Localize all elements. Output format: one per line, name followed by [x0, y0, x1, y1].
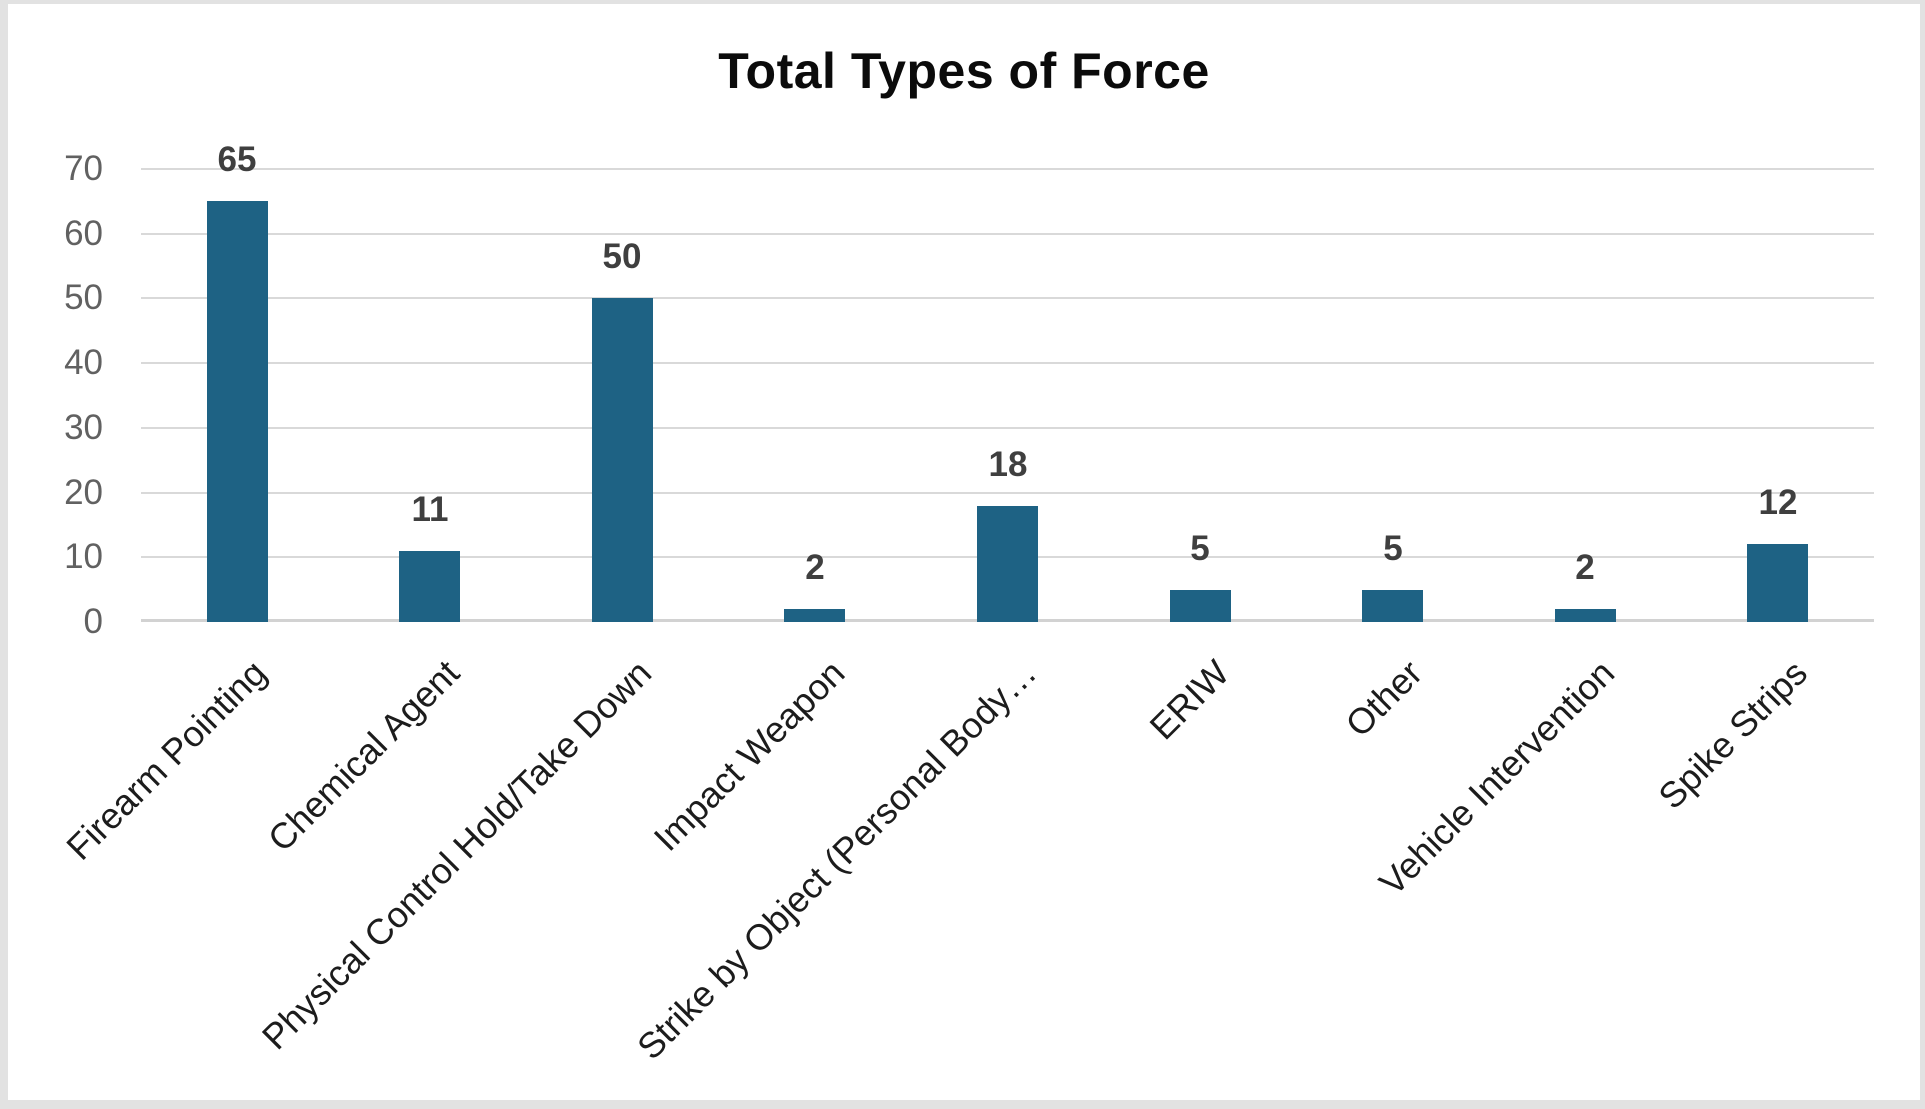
bar	[1362, 590, 1423, 622]
y-axis-tick-label: 60	[64, 214, 103, 253]
x-axis-category-label: Other	[1337, 652, 1430, 745]
y-axis-tick-label: 20	[64, 473, 103, 512]
bar	[1555, 609, 1616, 622]
bar-value-label: 11	[411, 489, 449, 529]
y-axis-tick-label: 30	[64, 408, 103, 447]
y-axis-tick-label: 0	[83, 602, 103, 641]
bar	[1170, 590, 1231, 622]
bar	[977, 506, 1038, 622]
gridline	[141, 233, 1874, 235]
bar-value-label: 5	[1190, 528, 1210, 568]
bar-value-label: 2	[1575, 547, 1595, 587]
bar	[784, 609, 845, 622]
bar	[207, 201, 268, 622]
x-axis-category-label: Chemical Agent	[259, 652, 467, 860]
bar-value-label: 12	[1758, 482, 1798, 522]
bar	[399, 551, 460, 622]
bar	[1747, 544, 1808, 622]
bar-value-label: 50	[602, 236, 642, 276]
x-axis-category-label: ERIW	[1141, 652, 1237, 748]
bar	[592, 298, 653, 622]
bar-value-label: 65	[217, 139, 257, 179]
plot-area: 65 11 50 2 18 5 5 2 12	[141, 140, 1874, 622]
x-axis-category-label: Physical Control Hold/Take Down	[253, 652, 659, 1058]
y-axis-tick-label: 50	[64, 278, 103, 317]
x-axis-category-label: Firearm Pointing	[58, 652, 274, 868]
gridline	[141, 362, 1874, 364]
y-axis-tick-label: 10	[64, 537, 103, 576]
gridline	[141, 297, 1874, 299]
chart-title: Total Types of Force	[718, 43, 1210, 99]
bar-value-label: 18	[988, 444, 1028, 484]
x-axis-category-label: Strike by Object (Personal Body…	[628, 652, 1044, 1068]
gridline	[141, 492, 1874, 494]
x-axis-category-label: Impact Weapon	[645, 652, 852, 859]
gridline	[141, 168, 1874, 170]
bar-value-label: 5	[1383, 528, 1403, 568]
y-axis-tick-label: 40	[64, 343, 103, 382]
bar-value-label: 2	[805, 547, 825, 587]
gridline	[141, 427, 1874, 429]
y-axis-tick-label: 70	[64, 149, 103, 188]
x-axis-category-label: Spike Strips	[1650, 652, 1815, 817]
